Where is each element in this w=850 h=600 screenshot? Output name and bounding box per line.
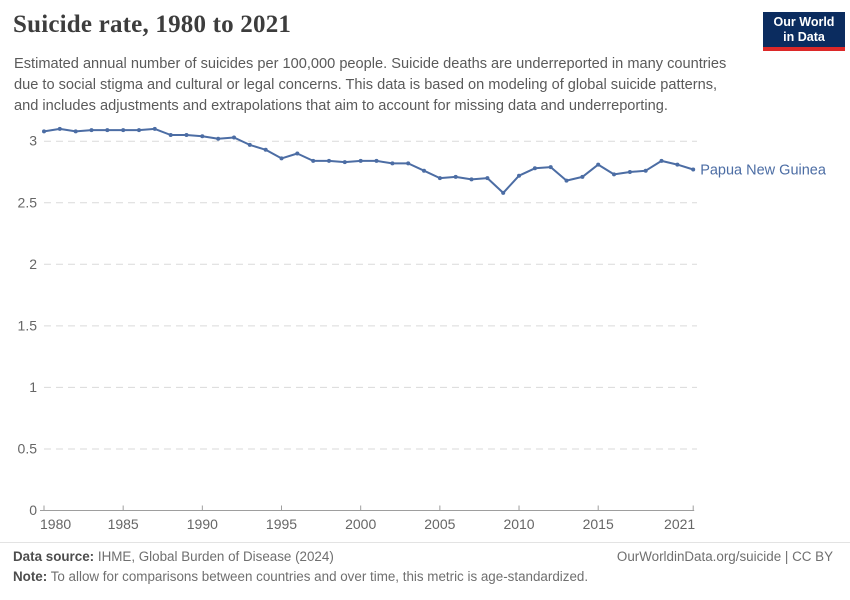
data-point[interactable]	[279, 156, 284, 161]
data-point[interactable]	[517, 173, 521, 178]
data-point[interactable]	[168, 133, 173, 137]
x-axis-tick-label: 2015	[583, 516, 614, 532]
data-point[interactable]	[295, 151, 300, 156]
license-link[interactable]: OurWorldinData.org/suicide | CC BY	[616, 549, 833, 564]
note-value: To allow for comparisons between countri…	[47, 569, 589, 584]
data-point[interactable]	[501, 190, 506, 195]
x-axis-tick-label: 1980	[40, 516, 71, 532]
data-point[interactable]	[675, 162, 680, 167]
logo-line2: in Data	[783, 29, 825, 44]
data-point[interactable]	[374, 158, 379, 163]
data-point[interactable]	[216, 136, 221, 141]
x-axis-tick-label: 1990	[187, 516, 218, 532]
datasource-text: Data source: IHME, Global Burden of Dise…	[13, 549, 334, 564]
data-point[interactable]	[247, 142, 252, 147]
x-axis-tick-label: 1995	[266, 516, 297, 532]
data-point[interactable]	[691, 167, 696, 172]
data-point[interactable]	[42, 129, 46, 134]
data-point[interactable]	[327, 158, 331, 163]
data-point[interactable]	[311, 158, 316, 163]
y-axis-tick-label: 1.5	[18, 317, 38, 333]
datasource-value: IHME, Global Burden of Disease (2024)	[94, 549, 334, 564]
subtitle-line: Estimated annual number of suicides per …	[14, 56, 727, 72]
x-axis-tick-label: 1985	[108, 516, 139, 532]
data-point[interactable]	[105, 128, 110, 133]
data-point[interactable]	[200, 134, 205, 139]
data-point[interactable]	[152, 126, 157, 131]
data-point[interactable]	[358, 158, 363, 163]
data-point[interactable]	[643, 168, 648, 173]
data-point[interactable]	[659, 158, 664, 163]
data-point[interactable]	[596, 162, 601, 167]
data-point[interactable]	[453, 174, 458, 179]
footer-divider	[0, 542, 850, 543]
data-point[interactable]	[184, 133, 189, 137]
entity-label[interactable]: Papua New Guinea	[700, 163, 827, 179]
subtitle-line: due to social stigma and cultural or leg…	[14, 77, 718, 93]
y-axis-tick-label: 2.5	[18, 194, 38, 210]
chart-subtitle: Estimated annual number of suicides per …	[14, 54, 726, 117]
x-axis-tick-label: 2021	[664, 516, 695, 532]
data-point[interactable]	[406, 161, 411, 166]
data-point[interactable]	[422, 168, 426, 173]
data-point[interactable]	[437, 176, 442, 181]
y-axis-tick-label: 0.5	[18, 440, 38, 456]
data-point[interactable]	[564, 178, 569, 183]
data-point[interactable]	[612, 172, 616, 177]
page-title: Suicide rate, 1980 to 2021	[13, 11, 292, 38]
series-line[interactable]	[43, 127, 695, 194]
data-point[interactable]	[532, 166, 537, 171]
data-point[interactable]	[73, 129, 78, 134]
y-axis-tick-label: 2	[29, 256, 37, 272]
data-point[interactable]	[342, 160, 347, 165]
data-point[interactable]	[469, 177, 474, 182]
data-point[interactable]	[232, 135, 236, 140]
data-point[interactable]	[485, 176, 490, 181]
data-point[interactable]	[548, 165, 553, 170]
data-point[interactable]	[57, 126, 62, 131]
subtitle-line: and includes adjustments and extrapolati…	[14, 98, 668, 114]
datasource-label: Data source:	[13, 549, 95, 564]
note-label: Note:	[13, 569, 48, 584]
owid-logo[interactable]: Our World in Data	[763, 12, 845, 51]
line-chart-canvas[interactable]: 0 0.5 1 1.5 2 2.5 3 1980 1985 1990 1995 2000 2005 201…	[0, 0, 850, 540]
x-axis-tick-label: 2000	[345, 516, 376, 532]
data-point[interactable]	[390, 161, 395, 166]
y-axis-tick-label: 1	[29, 379, 37, 395]
y-axis-tick-label: 3	[29, 133, 37, 149]
data-point[interactable]	[121, 128, 126, 133]
data-point[interactable]	[89, 128, 94, 133]
y-axis-tick-label: 0	[29, 502, 37, 518]
note-text: Note: To allow for comparisons between c…	[13, 569, 588, 584]
data-point[interactable]	[627, 170, 632, 174]
data-point[interactable]	[137, 128, 141, 133]
logo-line1: Our World	[773, 14, 835, 29]
x-axis-tick-label: 2010	[503, 516, 534, 532]
data-point[interactable]	[263, 147, 268, 152]
data-point[interactable]	[580, 174, 585, 179]
x-axis-tick-label: 2005	[424, 516, 455, 532]
